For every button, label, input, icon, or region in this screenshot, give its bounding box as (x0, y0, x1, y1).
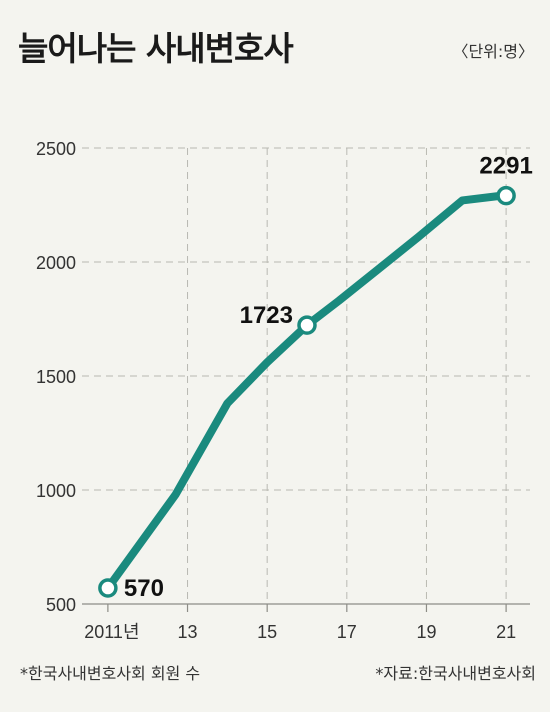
y-tick-label-1000: 1000 (36, 481, 76, 501)
footnote-left: *한국사내변호사회 회원 수 (20, 664, 201, 683)
data-label-570: 570 (124, 575, 164, 602)
series-line (103, 191, 507, 593)
unit-note: 〈단위:명〉 (452, 42, 534, 61)
x-tick-label-2011: 2011년 (84, 622, 139, 642)
data-point-1723 (297, 315, 317, 335)
data-label-2291: 2291 (479, 153, 532, 180)
data-point-570 (98, 578, 118, 598)
y-tick-label-2000: 2000 (36, 253, 76, 273)
x-tick-label-2019: 19 (416, 622, 436, 642)
y-axis-ticks: 500 1000 1500 2000 2500 (36, 139, 76, 615)
x-tick-label-2017: 17 (337, 622, 357, 642)
data-point-2291 (496, 185, 516, 206)
x-tick-label-2021: 21 (496, 622, 516, 642)
data-points: 570 1723 2291 (98, 153, 533, 602)
series-polyline (103, 191, 507, 593)
chart-title: 늘어나는 사내변호사 (18, 29, 294, 68)
x-tick-label-2015: 15 (257, 622, 277, 642)
footnote-right: *자료:한국사내변호사회 (375, 664, 536, 683)
x-axis-ticks: 2011년 13 15 17 19 21 (84, 604, 516, 642)
y-tick-label-500: 500 (46, 595, 76, 615)
grid-lines (82, 147, 530, 605)
x-tick-label-2013: 13 (178, 622, 198, 642)
data-label-1723: 1723 (240, 302, 293, 329)
y-tick-label-1500: 1500 (36, 367, 76, 387)
y-tick-label-2500: 2500 (36, 139, 76, 159)
